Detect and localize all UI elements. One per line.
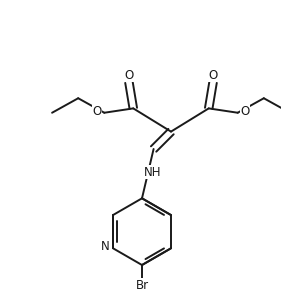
Text: N: N: [101, 240, 109, 253]
Text: O: O: [240, 105, 250, 118]
Text: O: O: [92, 105, 102, 118]
Text: O: O: [124, 69, 133, 82]
Text: NH: NH: [144, 166, 162, 179]
Text: Br: Br: [135, 279, 149, 292]
Text: O: O: [208, 69, 218, 82]
